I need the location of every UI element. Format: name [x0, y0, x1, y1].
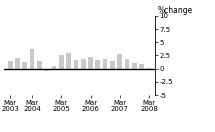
Bar: [22, 62, 27, 69]
Bar: [30, 49, 34, 69]
Text: %change: %change: [158, 6, 193, 15]
Bar: [95, 60, 100, 69]
Bar: [37, 61, 42, 69]
Bar: [132, 63, 137, 69]
Bar: [59, 55, 64, 69]
Bar: [74, 60, 78, 69]
Bar: [125, 59, 129, 69]
Bar: [8, 61, 12, 69]
Bar: [81, 59, 86, 69]
Bar: [88, 57, 93, 69]
Bar: [147, 68, 151, 69]
Bar: [44, 69, 49, 71]
Bar: [103, 59, 108, 69]
Bar: [110, 61, 115, 69]
Bar: [15, 58, 20, 69]
Bar: [66, 53, 71, 69]
Bar: [117, 54, 122, 69]
Bar: [52, 66, 56, 69]
Bar: [139, 64, 144, 69]
